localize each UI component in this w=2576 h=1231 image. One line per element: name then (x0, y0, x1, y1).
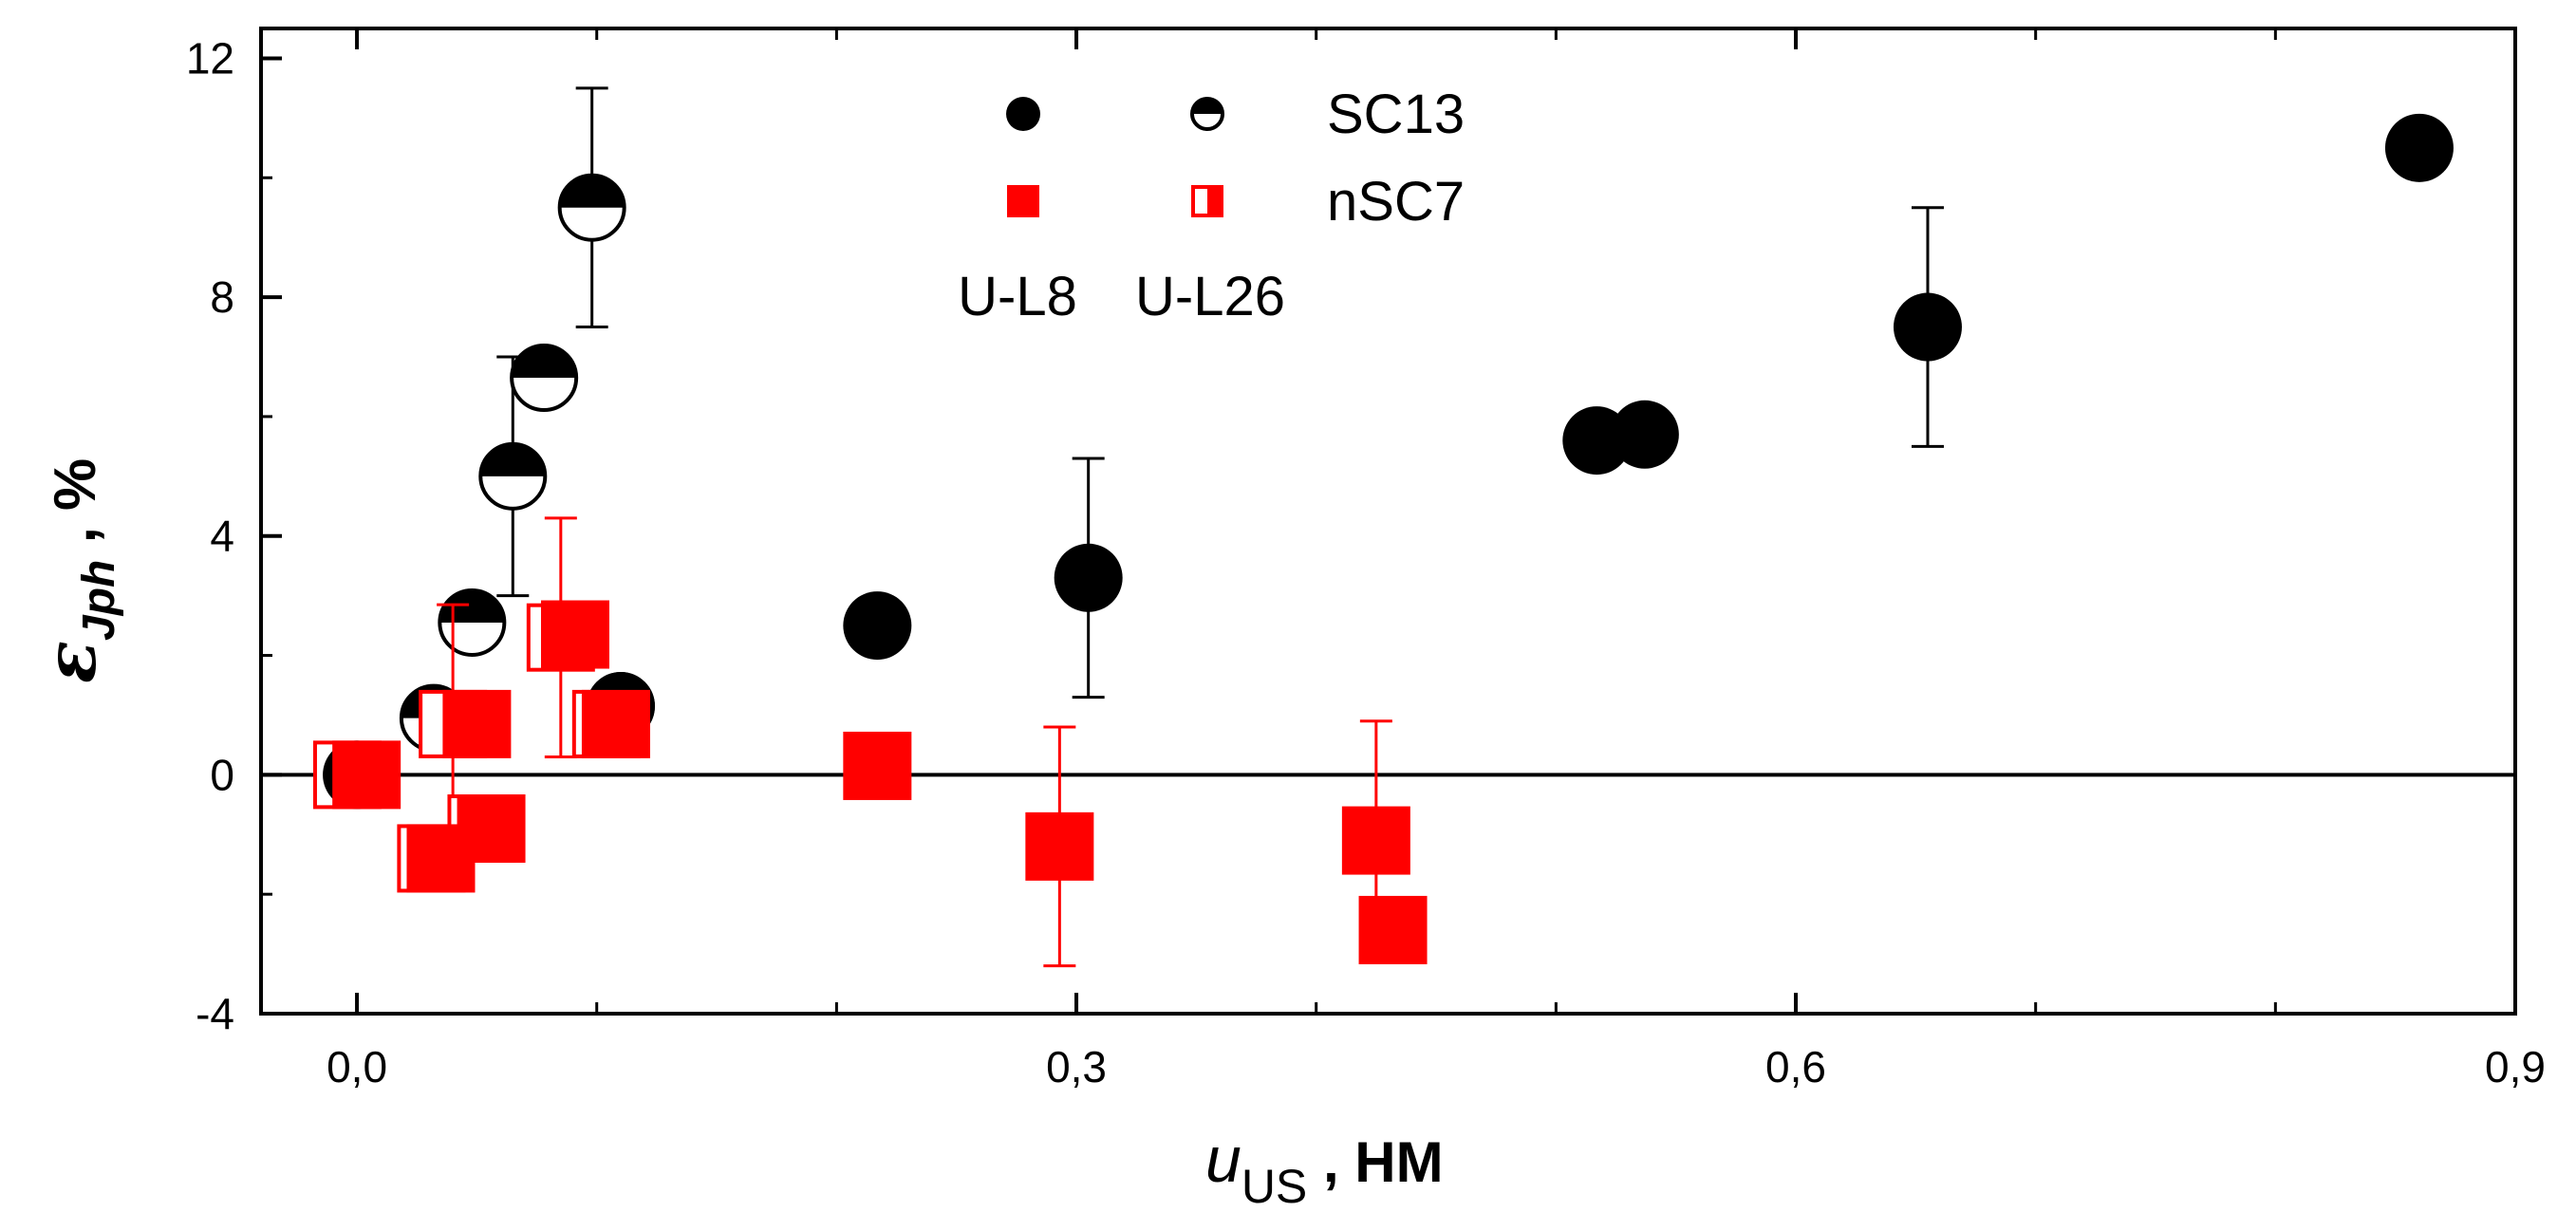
data-point (2384, 113, 2454, 182)
marker-square-filled (581, 689, 650, 758)
y-tick-label: -4 (196, 989, 234, 1038)
marker-square-filled (540, 600, 609, 669)
x-tick-label: 0,6 (1765, 1042, 1826, 1091)
marker-half-fill (1192, 99, 1223, 114)
marker-half-fill (559, 175, 625, 208)
series-sc13-u-l8 (323, 113, 2454, 810)
marker-square-filled (442, 689, 512, 758)
plot-frame (259, 27, 2517, 1016)
data-point (332, 740, 401, 810)
data-point (510, 344, 579, 413)
y-tick-label: 4 (210, 512, 234, 561)
marker-circle-filled (1006, 97, 1040, 131)
y-tick-label: 12 (186, 33, 234, 83)
marker-circle-filled (1610, 400, 1679, 469)
marker-half-fill (439, 589, 505, 623)
marker-square-filled (1341, 806, 1410, 875)
data-point (843, 731, 912, 800)
data-point (1054, 457, 1123, 699)
data-point (438, 588, 507, 657)
x-tick-label: 0,0 (327, 1042, 387, 1091)
legend: SC13 nSC7 U-L8 U-L26 (958, 84, 1465, 327)
legend-label: nSC7 (1327, 171, 1465, 233)
legend-column-label: U-L26 (1135, 266, 1285, 327)
legend-row-sc13: SC13 (1006, 84, 1465, 145)
series-nsc7-u-l8 (332, 600, 1428, 968)
data-point (1610, 400, 1679, 469)
marker-half-fill (1207, 187, 1222, 215)
marker-square-filled (843, 731, 912, 800)
data-point (1025, 725, 1094, 968)
marker-circle-filled (1893, 292, 1962, 362)
marker-half-fill (512, 345, 577, 379)
y-tick-label: 0 (210, 750, 234, 799)
data-point (557, 86, 626, 329)
data-point (843, 591, 912, 661)
marker-circle-filled (843, 591, 912, 661)
x-axis-title: uUS , НМ (1205, 1124, 1444, 1213)
legend-column-label: U-L8 (958, 266, 1077, 327)
marker-square-filled (1358, 895, 1428, 964)
marker-circle-filled (2384, 113, 2454, 182)
marker-square-filled (332, 740, 401, 810)
plot-marks (261, 86, 2515, 968)
data-point (442, 689, 512, 758)
data-point (1358, 895, 1428, 964)
axes: -4 0 4 8 12 0,0 0,3 0,6 0,9 uUS , НМ εJph , % (30, 27, 2546, 1213)
data-point (540, 600, 609, 669)
data-point (581, 689, 650, 758)
x-tick-label: 0,9 (2485, 1042, 2546, 1091)
legend-row-nsc7: nSC7 (1007, 171, 1465, 233)
marker-circle-filled (1054, 543, 1123, 612)
y-tick-label: 8 (210, 272, 234, 322)
x-tick-label: 0,3 (1046, 1042, 1107, 1091)
data-point (478, 355, 548, 598)
legend-label: SC13 (1327, 84, 1465, 145)
marker-square-filled (1007, 185, 1039, 217)
data-point (457, 793, 526, 863)
marker-square-filled (457, 793, 526, 863)
y-axis-title: εJph , % (30, 458, 124, 683)
marker-square-filled (1025, 811, 1094, 881)
marker-half-fill (480, 443, 546, 476)
data-point (1893, 206, 1962, 448)
